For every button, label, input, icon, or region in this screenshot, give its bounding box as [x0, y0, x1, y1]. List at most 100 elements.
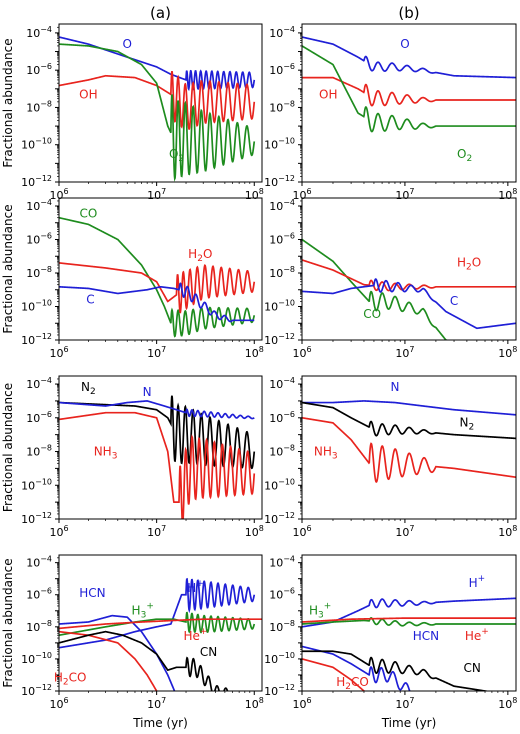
xtick-label: 107 — [147, 345, 166, 360]
series-he+-line — [59, 618, 262, 630]
series-label-n: N — [390, 380, 399, 394]
ytick-label: 10−10 — [21, 298, 52, 313]
series-label-co: CO — [79, 207, 97, 221]
ytick-label: 10−8 — [269, 99, 295, 114]
y-axis-label: Fractional abundance — [1, 204, 15, 333]
series-h2co-line — [59, 630, 159, 691]
series-label-o: O — [400, 37, 409, 51]
xtick-label: 107 — [395, 524, 414, 539]
series-label-h3+: H3+ — [132, 601, 154, 620]
x-axis-label: Time (yr) — [381, 716, 437, 730]
series-label-he+: He+ — [465, 627, 489, 643]
series-label-o2: O2 — [457, 147, 472, 164]
series-cn-line — [302, 650, 491, 691]
xtick-label: 106 — [292, 345, 311, 360]
xtick-label: 108 — [245, 187, 264, 202]
series-h+-line — [59, 577, 256, 649]
axes-frame-b3 — [301, 375, 517, 520]
xtick-label: 106 — [49, 524, 68, 539]
plot-area-a3 — [59, 395, 256, 519]
y-axis-label: Fractional abundance — [1, 383, 15, 512]
ytick-label: 10−8 — [269, 265, 295, 280]
plot-area-b1 — [302, 36, 516, 133]
y-axis-label: Fractional abundance — [1, 558, 15, 687]
series-label-o: O — [123, 37, 132, 51]
series-n-line — [59, 400, 255, 420]
ytick-label: 10−4 — [269, 198, 295, 213]
ytick-label: 10−4 — [26, 555, 52, 570]
column-header-0: (a) — [150, 4, 171, 22]
xtick-label: 107 — [395, 696, 414, 711]
series-c-line — [59, 282, 255, 323]
panel-b3: 10−12 10−10 10−8 10−6 10−4 106 107 108 N N2 NH3 — [264, 375, 517, 539]
xtick-label: 108 — [498, 696, 517, 711]
series-n-line — [302, 400, 516, 416]
ytick-label: 10−4 — [269, 555, 295, 570]
axes-frame-b1 — [301, 23, 517, 183]
series-he+-line — [302, 617, 516, 623]
ytick-label: 10−8 — [26, 265, 52, 280]
ytick-label: 10−10 — [264, 137, 295, 152]
series-nh3-line — [59, 411, 256, 519]
series-label-n: N — [143, 385, 152, 399]
ytick-label: 10−10 — [21, 477, 52, 492]
axes-frame-b2 — [301, 197, 517, 341]
series-label-he+: He+ — [184, 627, 208, 643]
xtick-label: 108 — [498, 345, 517, 360]
series-label-h+: H+ — [469, 574, 486, 590]
series-o-line — [59, 36, 256, 92]
panel-a2: 10−12 10−10 10−8 10−6 10−4 106 107 108 CO H2O C Fra… — [1, 197, 264, 360]
axes-frame-a2 — [58, 197, 263, 341]
xtick-label: 106 — [292, 524, 311, 539]
xtick-label: 107 — [147, 524, 166, 539]
x-axis-label: Time (yr) — [132, 716, 188, 730]
series-h3+-line — [59, 611, 256, 637]
series-label-c: C — [86, 293, 94, 307]
series-label-h2co: H2CO — [54, 670, 87, 687]
axes-frame-a4 — [58, 554, 263, 692]
ytick-label: 10−12 — [21, 174, 52, 189]
series-label-nh3: NH3 — [314, 444, 338, 461]
ytick-label: 10−6 — [26, 231, 52, 246]
ytick-label: 10−8 — [269, 619, 295, 634]
panel-b4: 10−12 10−10 10−8 10−6 10−4 106 107 108 H+ H3+ He+ H… — [264, 554, 517, 730]
series-label-c: C — [450, 294, 458, 308]
series-label-h3+: H3+ — [309, 601, 331, 620]
xtick-label: 108 — [245, 696, 264, 711]
ytick-label: 10−10 — [264, 298, 295, 313]
ytick-label: 10−4 — [26, 198, 52, 213]
plot-area-a2 — [59, 216, 256, 338]
series-label-cn: CN — [463, 661, 480, 675]
xtick-label: 106 — [49, 696, 68, 711]
plot-area-b3 — [302, 400, 516, 483]
series-label-h2o: H2O — [457, 255, 481, 272]
series-label-hcn: HCN — [413, 629, 439, 643]
series-o-line — [302, 36, 516, 79]
ytick-label: 10−10 — [264, 477, 295, 492]
plot-area-a1 — [59, 36, 256, 182]
series-label-h2o: H2O — [188, 247, 212, 264]
plot-area-a4 — [59, 577, 262, 691]
ytick-label: 10−12 — [264, 332, 295, 347]
column-header-1: (b) — [398, 4, 419, 22]
ytick-label: 10−4 — [26, 376, 52, 391]
xtick-label: 106 — [49, 345, 68, 360]
xtick-label: 107 — [395, 345, 414, 360]
series-label-h+: H+ — [187, 579, 204, 595]
ytick-label: 10−12 — [21, 683, 52, 698]
series-label-hcn: HCN — [79, 586, 105, 600]
ytick-label: 10−4 — [269, 376, 295, 391]
xtick-label: 108 — [245, 345, 264, 360]
series-o2-line — [302, 45, 516, 133]
panel-a3: 10−12 10−10 10−8 10−6 10−4 106 107 108 N2 N NH3 Fra… — [1, 375, 264, 539]
xtick-label: 107 — [395, 187, 414, 202]
ytick-label: 10−12 — [21, 511, 52, 526]
series-oh-line — [302, 76, 516, 107]
series-label-oh: OH — [79, 88, 97, 102]
ytick-label: 10−6 — [269, 587, 295, 602]
xtick-label: 108 — [498, 187, 517, 202]
series-label-n2: N2 — [460, 416, 475, 433]
series-n2-line — [302, 401, 516, 440]
ytick-label: 10−6 — [26, 410, 52, 425]
